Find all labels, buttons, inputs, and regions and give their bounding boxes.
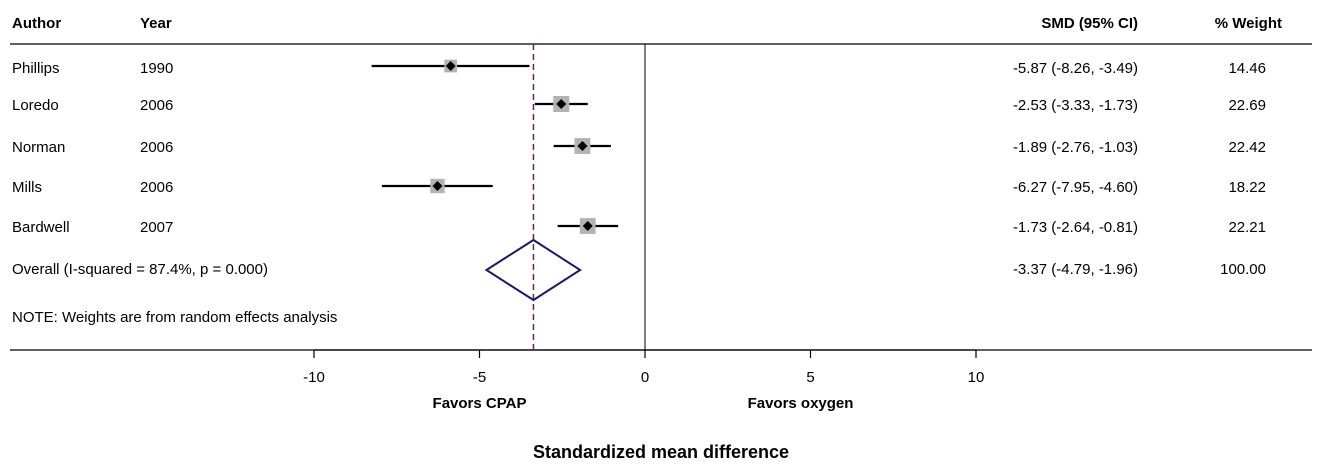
study-row: Phillips 1990 -5.87 (-8.26, -3.49) 14.46: [12, 60, 1266, 77]
forest-marks: [372, 60, 619, 300]
study-author: Phillips: [12, 60, 60, 77]
study-year: 1990: [140, 60, 173, 77]
x-axis-title: Standardized mean difference: [533, 442, 789, 462]
study-ci-text: -1.89 (-2.76, -1.03): [1013, 139, 1138, 156]
header-author: Author: [12, 15, 61, 32]
study-year: 2006: [140, 139, 173, 156]
study-author: Norman: [12, 139, 65, 156]
study-row: Loredo 2006 -2.53 (-3.33, -1.73) 22.69: [12, 97, 1266, 114]
study-year: 2007: [140, 219, 173, 236]
header-weight: % Weight: [1215, 15, 1282, 32]
study-ci-text: -2.53 (-3.33, -1.73): [1013, 97, 1138, 114]
overall-row: Overall (I-squared = 87.4%, p = 0.000) -…: [12, 261, 1266, 278]
study-weight-text: 22.69: [1228, 97, 1266, 114]
header-estimate: SMD (95% CI): [1041, 15, 1138, 32]
study-year: 2006: [140, 179, 173, 196]
study-ci-text: -5.87 (-8.26, -3.49): [1013, 60, 1138, 77]
study-author: Mills: [12, 179, 42, 196]
x-axis-ticks: -10 -5 0 5 10: [303, 350, 984, 386]
study-weight-text: 14.46: [1228, 60, 1266, 77]
overall-weight-text: 100.00: [1220, 261, 1266, 278]
overall-ci-text: -3.37 (-4.79, -1.96): [1013, 261, 1138, 278]
x-tick-label: 5: [806, 369, 814, 386]
x-tick-label: -10: [303, 369, 325, 386]
study-weight-text: 18.22: [1228, 179, 1266, 196]
study-weight-text: 22.21: [1228, 219, 1266, 236]
study-row: Mills 2006 -6.27 (-7.95, -4.60) 18.22: [12, 179, 1266, 196]
study-author: Bardwell: [12, 219, 70, 236]
header-year: Year: [140, 15, 172, 32]
overall-label: Overall (I-squared = 87.4%, p = 0.000): [12, 261, 268, 278]
x-tick-label: 10: [968, 369, 985, 386]
study-weight-text: 22.42: [1228, 139, 1266, 156]
study-row: Norman 2006 -1.89 (-2.76, -1.03) 22.42: [12, 139, 1266, 156]
favors-left-label: Favors CPAP: [433, 395, 527, 412]
study-ci-text: -1.73 (-2.64, -0.81): [1013, 219, 1138, 236]
footnote: NOTE: Weights are from random effects an…: [12, 309, 337, 326]
favors-right-label: Favors oxygen: [748, 395, 854, 412]
x-tick-label: 0: [641, 369, 649, 386]
study-ci-text: -6.27 (-7.95, -4.60): [1013, 179, 1138, 196]
study-year: 2006: [140, 97, 173, 114]
x-tick-label: -5: [473, 369, 486, 386]
study-row: Bardwell 2007 -1.73 (-2.64, -0.81) 22.21: [12, 219, 1266, 236]
study-author: Loredo: [12, 97, 59, 114]
